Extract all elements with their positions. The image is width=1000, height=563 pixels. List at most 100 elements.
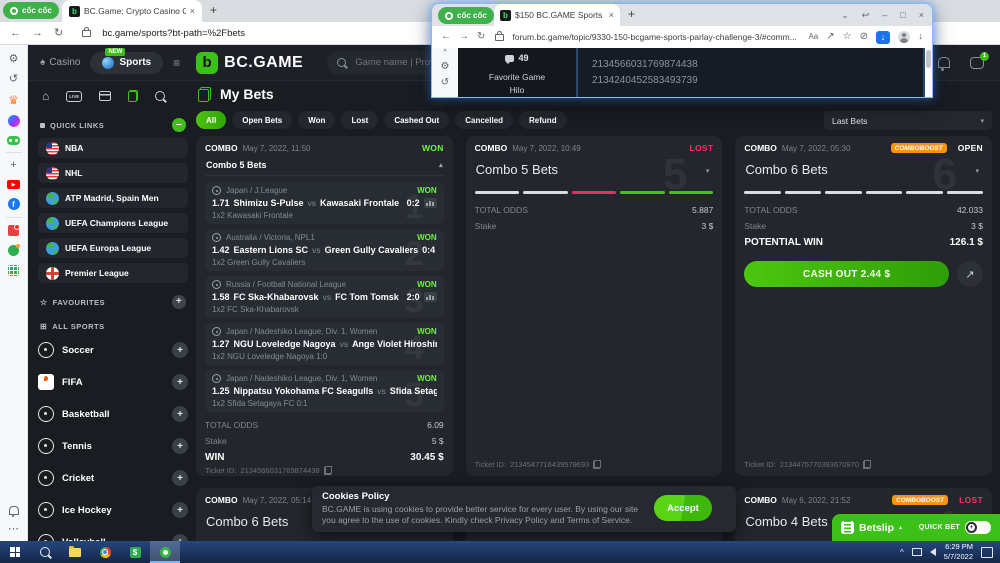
quick-link-item[interactable]: NBA: [38, 138, 188, 158]
browser-tab[interactable]: b BC.Game: Crypto Casino Gan ×: [62, 0, 202, 22]
notifications-bell-icon[interactable]: [8, 506, 19, 517]
quick-link-item[interactable]: NHL: [38, 163, 188, 183]
calendar-icon[interactable]: [99, 91, 112, 101]
sport-item[interactable]: Basketball +: [38, 401, 188, 427]
stats-icon[interactable]: [423, 292, 437, 302]
quick-link-item[interactable]: UEFA Europa League: [38, 238, 188, 258]
bet-title-row[interactable]: Combo 5 Bets 5 ▾: [475, 150, 710, 199]
collapse-icon[interactable]: ▴: [439, 162, 443, 169]
bcgame-logo[interactable]: b BC.GAME: [196, 51, 303, 74]
copy-icon[interactable]: [323, 466, 332, 475]
new-tab-button[interactable]: +: [628, 7, 636, 21]
address-bar[interactable]: bc.game/sports?bt-path=%2Fbets: [102, 27, 246, 39]
gamepad-icon[interactable]: [7, 136, 20, 145]
quick-bet-toggle[interactable]: +: [965, 521, 991, 534]
quick-link-item[interactable]: Premier League: [38, 263, 188, 283]
taskbar-search-icon[interactable]: [30, 541, 60, 563]
stats-icon[interactable]: [423, 198, 437, 208]
casino-link[interactable]: ♠ Casino: [40, 57, 80, 68]
tab-search-icon[interactable]: ⌄: [841, 9, 849, 20]
close-icon[interactable]: ×: [918, 10, 924, 20]
copy-icon[interactable]: [593, 460, 602, 469]
sport-item[interactable]: Cricket +: [38, 465, 188, 491]
popup-address-bar[interactable]: forum.bc.game/topic/9330-150-bcgame-spor…: [512, 32, 797, 42]
tab-close-icon[interactable]: ×: [189, 6, 195, 16]
forward-icon[interactable]: →: [32, 26, 43, 39]
facebook-icon[interactable]: f: [7, 198, 20, 210]
filter-pill[interactable]: Open Bets: [232, 111, 293, 129]
bet-title-row[interactable]: Combo 6 Bets: [206, 514, 289, 529]
expand-sport-button[interactable]: +: [172, 374, 188, 390]
bet-leg[interactable]: 4 Japan / Nadeshiko League, Div. 1, Wome…: [205, 323, 444, 365]
maximize-icon[interactable]: □: [900, 10, 906, 20]
clock[interactable]: 6:29 PM 5/7/2022: [944, 542, 973, 562]
new-tab-button[interactable]: +: [210, 3, 218, 17]
coccoc-taskbar-icon[interactable]: [150, 541, 180, 563]
bookmark-star-icon[interactable]: ☆: [842, 31, 852, 42]
share-bet-button[interactable]: ↗: [956, 261, 983, 287]
sport-item[interactable]: Volleyball +: [38, 529, 188, 541]
filter-pill[interactable]: Lost: [341, 111, 379, 129]
minimize-icon[interactable]: –: [882, 10, 888, 20]
my-bets-icon[interactable]: [128, 90, 139, 102]
collapse-button[interactable]: –: [172, 118, 186, 132]
copy-icon[interactable]: [863, 460, 871, 469]
green-app-icon[interactable]: [8, 244, 20, 256]
file-explorer-icon[interactable]: [60, 541, 90, 563]
popup-scrollbar[interactable]: [925, 48, 932, 97]
history-icon[interactable]: ↺: [8, 73, 19, 85]
bet-leg[interactable]: 1 Japan / J.League WON 1.71 Shimizu S-Pu…: [205, 182, 444, 224]
expand-sport-button[interactable]: +: [172, 502, 188, 518]
sort-dropdown[interactable]: Last Bets ▾: [824, 111, 992, 130]
quick-link-item[interactable]: UEFA Champions League: [38, 213, 188, 233]
back-icon[interactable]: ←: [441, 31, 451, 42]
search-icon[interactable]: [155, 91, 166, 101]
more-dots-icon[interactable]: ⋯: [8, 523, 19, 535]
settings-gear-icon[interactable]: ⚙: [8, 53, 19, 65]
add-shortcut-icon[interactable]: +: [10, 159, 17, 171]
red-app-icon[interactable]: [8, 224, 20, 236]
sports-tab[interactable]: NEW Sports: [90, 47, 164, 74]
accept-cookies-button[interactable]: Accept: [654, 495, 712, 521]
crown-icon[interactable]: ♛: [8, 93, 19, 107]
tray-chevron-icon[interactable]: ^: [900, 547, 904, 557]
add-favourite-button[interactable]: +: [172, 295, 186, 309]
filter-pill[interactable]: Cashed Out: [384, 111, 450, 129]
chat-icon[interactable]: 1: [970, 51, 989, 69]
sport-item[interactable]: Ice Hockey +: [38, 497, 188, 523]
chrome-icon[interactable]: [90, 541, 120, 563]
sport-item[interactable]: Soccer +: [38, 337, 188, 363]
live-icon[interactable]: LIVE: [66, 90, 83, 102]
betslip-widget[interactable]: Betslip ▴ QUICK BET +: [832, 514, 1000, 541]
sport-item[interactable]: FIFA +: [38, 369, 188, 395]
comments-count[interactable]: 49: [505, 53, 529, 64]
chevron-up-icon[interactable]: ^: [443, 49, 447, 56]
bet-leg[interactable]: 5 Japan / Nadeshiko League, Div. 1, Wome…: [205, 370, 444, 412]
tab-close-icon[interactable]: ×: [608, 10, 614, 20]
filter-pill[interactable]: All: [196, 111, 227, 129]
sport-item[interactable]: Tennis +: [38, 433, 188, 459]
history-icon[interactable]: ↺: [440, 77, 450, 88]
action-center-icon[interactable]: [981, 546, 993, 558]
menu-burger-icon[interactable]: ≡: [173, 55, 181, 70]
forward-icon[interactable]: →: [459, 31, 469, 42]
network-icon[interactable]: [911, 548, 922, 556]
reload-icon[interactable]: ↻: [477, 31, 486, 42]
expand-icon[interactable]: ▾: [975, 168, 979, 175]
notifications-bell-icon[interactable]: [938, 57, 950, 71]
ad-block-icon[interactable]: ⊘: [859, 31, 868, 42]
quick-link-item[interactable]: ATP Madrid, Spain Men: [38, 188, 188, 208]
filter-pill[interactable]: Cancelled: [455, 111, 514, 129]
popup-tab[interactable]: b $150 BC.GAME Sports Parlay ×: [494, 4, 620, 26]
translate-icon[interactable]: Aa: [808, 32, 819, 41]
back-icon[interactable]: ←: [10, 26, 21, 39]
expand-sport-button[interactable]: +: [172, 534, 188, 541]
profile-avatar[interactable]: [898, 31, 910, 43]
bet-title-row[interactable]: Combo 6 Bets 6 ▾: [745, 150, 979, 199]
coccoc-menu-button[interactable]: cốc cốc: [3, 2, 59, 19]
filter-pill[interactable]: Refund: [519, 111, 567, 129]
cash-out-button[interactable]: CASH OUT 2.44 $: [744, 261, 949, 287]
messenger-icon[interactable]: [7, 115, 20, 127]
bet-leg[interactable]: 3 Russia / Football National League WON …: [205, 276, 444, 318]
expand-sport-button[interactable]: +: [172, 342, 188, 358]
